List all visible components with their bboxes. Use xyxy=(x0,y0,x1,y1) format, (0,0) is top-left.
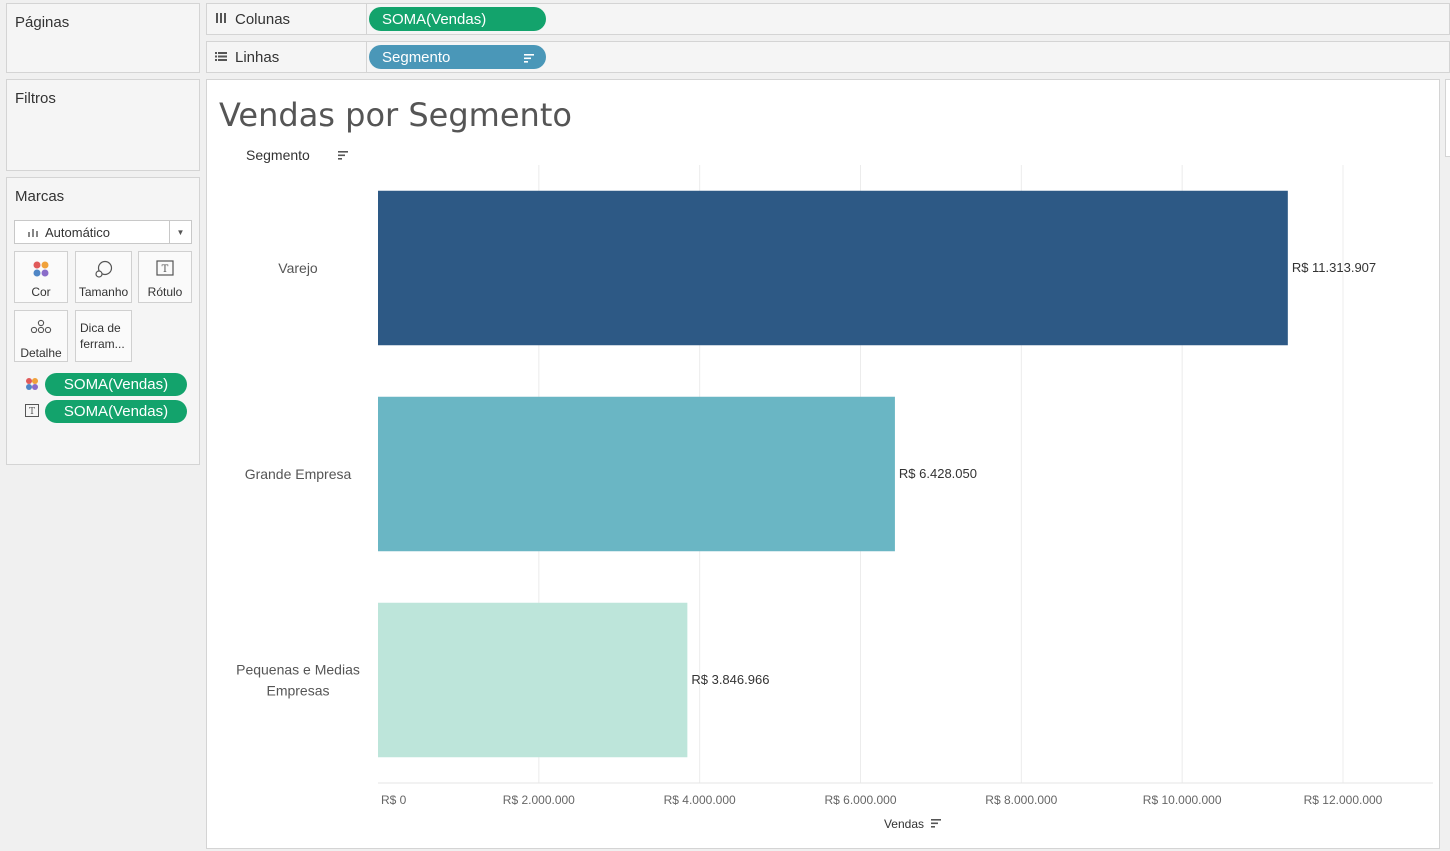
pages-title: Páginas xyxy=(15,14,70,31)
tooltip-label-line1: Dica de xyxy=(80,321,121,335)
filters-card[interactable]: Filtros xyxy=(6,79,200,171)
color-button[interactable]: Cor xyxy=(14,251,68,303)
worksheet-view: Vendas por Segmento Segmento R$ 11.313.9… xyxy=(206,79,1440,849)
size-circles-icon xyxy=(76,260,131,278)
text-label-icon: T xyxy=(139,260,191,278)
scrollbar[interactable] xyxy=(1445,79,1450,157)
tooltip-label-line2: ferram... xyxy=(80,337,125,351)
sort-descending-icon[interactable] xyxy=(524,50,534,67)
marks-title: Marcas xyxy=(15,188,65,205)
color-label: Cor xyxy=(31,285,51,299)
sort-descending-icon[interactable] xyxy=(931,819,941,828)
columns-icon xyxy=(215,12,229,26)
bar-value-label: R$ 6.428.050 xyxy=(899,466,977,481)
color-field-pill[interactable]: SOMA(Vendas) xyxy=(45,373,187,396)
text-label-icon: T xyxy=(25,404,39,422)
segment-header-label: Segmento xyxy=(246,147,310,163)
color-dots-icon xyxy=(15,260,67,278)
pages-card[interactable]: Páginas xyxy=(6,3,200,73)
rows-icon xyxy=(215,50,229,64)
detail-button[interactable]: Detalhe xyxy=(14,310,68,362)
color-field-label: SOMA(Vendas) xyxy=(63,376,169,393)
bar-value-label: R$ 11.313.907 xyxy=(1292,260,1376,275)
x-tick-label: R$ 4.000.000 xyxy=(664,793,736,807)
detail-label: Detalhe xyxy=(20,346,62,360)
color-dots-icon xyxy=(25,377,39,396)
bar-value-label: R$ 3.846.966 xyxy=(691,672,769,687)
bar[interactable] xyxy=(378,190,1288,346)
bar-chart: R$ 11.313.907 Varejo R$ 6.428.050 Grande Em… xyxy=(236,165,1433,831)
x-tick-label: R$ 10.000.000 xyxy=(1143,793,1222,807)
mark-type-value: Automático xyxy=(45,224,111,240)
label-button[interactable]: T Rótulo xyxy=(138,251,192,303)
columns-label-text: Colunas xyxy=(235,10,291,28)
rows-pill-label: Segmento xyxy=(382,48,451,66)
columns-shelf[interactable]: Colunas SOMA(Vendas) xyxy=(206,3,1450,35)
x-tick-label: R$ 8.000.000 xyxy=(985,793,1057,807)
sort-descending-icon[interactable] xyxy=(337,150,348,160)
columns-pill[interactable]: SOMA(Vendas) xyxy=(369,7,546,31)
x-axis-title[interactable]: Vendas xyxy=(884,817,924,831)
x-tick-label: R$ 6.000.000 xyxy=(824,793,896,807)
x-tick-label: R$ 2.000.000 xyxy=(503,793,575,807)
x-tick-label: R$ 0 xyxy=(381,793,407,807)
category-label[interactable]: Varejo xyxy=(278,260,318,276)
mark-type-dropdown[interactable]: Automático ▼ xyxy=(14,220,192,244)
segment-row-header[interactable]: Segmento xyxy=(246,147,348,163)
label-field-label: SOMA(Vendas) xyxy=(63,403,169,420)
chart-title: Vendas por Segmento xyxy=(219,96,572,134)
x-tick-label: R$ 12.000.000 xyxy=(1304,793,1383,807)
bar[interactable] xyxy=(378,396,895,552)
filters-title: Filtros xyxy=(15,90,56,107)
label-field-pill[interactable]: SOMA(Vendas) xyxy=(45,400,187,423)
label-label: Rótulo xyxy=(147,285,183,299)
detail-dots-icon xyxy=(15,319,67,337)
columns-pill-label: SOMA(Vendas) xyxy=(382,10,487,28)
rows-shelf-label: Linhas xyxy=(207,42,367,72)
category-label[interactable]: Empresas xyxy=(266,683,329,699)
svg-text:T: T xyxy=(29,407,35,417)
chevron-down-icon[interactable]: ▼ xyxy=(169,221,191,243)
rows-pill[interactable]: Segmento xyxy=(369,45,546,69)
tooltip-button[interactable]: Dica de ferram... xyxy=(75,310,132,362)
bar-chart-icon xyxy=(28,229,38,237)
rows-shelf[interactable]: Linhas Segmento xyxy=(206,41,1450,73)
columns-shelf-label: Colunas xyxy=(207,4,367,34)
bar[interactable] xyxy=(378,602,688,758)
size-button[interactable]: Tamanho xyxy=(75,251,132,303)
category-label[interactable]: Pequenas e Medias xyxy=(236,662,360,678)
rows-label-text: Linhas xyxy=(235,48,280,66)
category-label[interactable]: Grande Empresa xyxy=(245,466,352,482)
svg-text:T: T xyxy=(162,264,169,275)
size-label: Tamanho xyxy=(78,285,129,299)
